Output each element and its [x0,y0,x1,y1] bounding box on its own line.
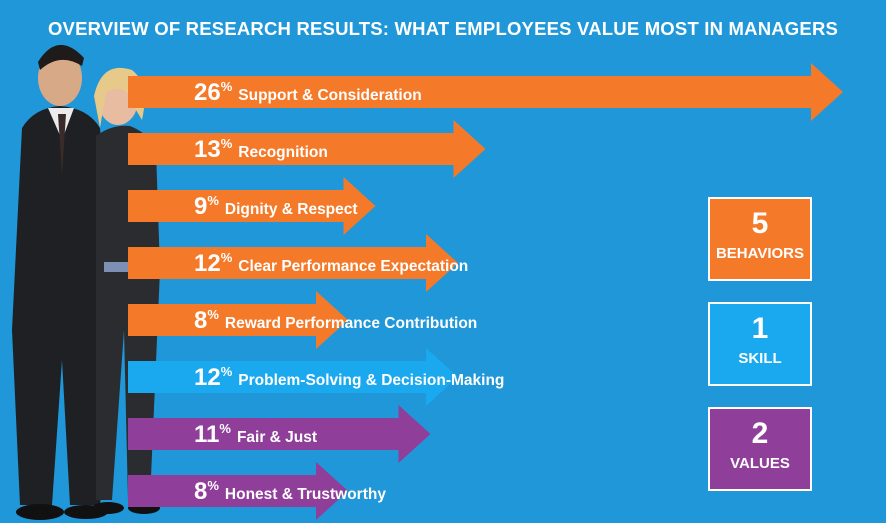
bar-label: 26% Support & Consideration [194,79,422,106]
percent-sign: % [221,136,233,151]
bar-value-label: 9 [194,193,207,220]
percent-sign: % [221,79,233,94]
summary-box: 1 SKILL [708,302,812,386]
percent-sign: % [219,421,231,436]
bar-arrow [128,177,376,235]
bar-category-label: Honest & Trustworthy [225,486,386,503]
bar-value-label: 8 [194,478,207,505]
bar-arrow [128,348,458,406]
bar-category-label: Clear Performance Expectation [238,258,468,275]
bar-value-label: 13 [194,136,221,163]
percent-sign: % [207,307,219,322]
bar-label: 8% Reward Performance Contribution [194,307,477,334]
bars-layer: 26% Support & Consideration 13% Recognition… [128,63,843,520]
summary-box: 2 VALUES [708,407,812,491]
bar-label: 12% Clear Performance Expectation [194,250,468,277]
summary-label: VALUES [730,455,790,472]
bar-value-label: 12 [194,250,221,277]
bar-arrow [128,462,348,520]
bar-value-label: 12 [194,364,221,391]
bar-label: 13% Recognition [194,136,328,163]
bar-arrow [128,405,431,463]
summary-label: SKILL [738,350,782,367]
bar-arrow [128,234,458,292]
bar-category-label: Support & Consideration [238,87,421,104]
bar-arrow [128,120,486,178]
bar-category-label: Fair & Just [237,429,317,446]
bar-label: 9% Dignity & Respect [194,193,358,220]
bar-category-label: Reward Performance Contribution [225,315,477,332]
summary-count: 2 [751,417,769,450]
summary-count: 1 [751,312,769,345]
man-figure [12,44,118,520]
bar-category-label: Recognition [238,144,328,161]
bar-label: 11% Fair & Just [194,421,317,448]
bar-value-label: 11 [194,421,219,448]
bar-value-label: 26 [194,79,221,106]
percent-sign: % [221,250,233,265]
bar-category-label: Dignity & Respect [225,201,358,218]
bar-label: 8% Honest & Trustworthy [194,478,386,505]
percent-sign: % [207,193,219,208]
summary-label: BEHAVIORS [715,245,805,262]
summary-box: 5 BEHAVIORS [708,197,812,281]
percent-sign: % [207,478,219,493]
bar-value-label: 8 [194,307,207,334]
bar-arrow [128,63,843,121]
percent-sign: % [221,364,233,379]
bar-arrow [128,291,348,349]
chart-title: OVERVIEW OF RESEARCH RESULTS: WHAT EMPLO… [47,18,839,39]
summary-count: 5 [751,207,769,240]
bar-category-label: Problem-Solving & Decision-Making [238,372,504,389]
bar-label: 12% Problem-Solving & Decision-Making [194,364,504,391]
